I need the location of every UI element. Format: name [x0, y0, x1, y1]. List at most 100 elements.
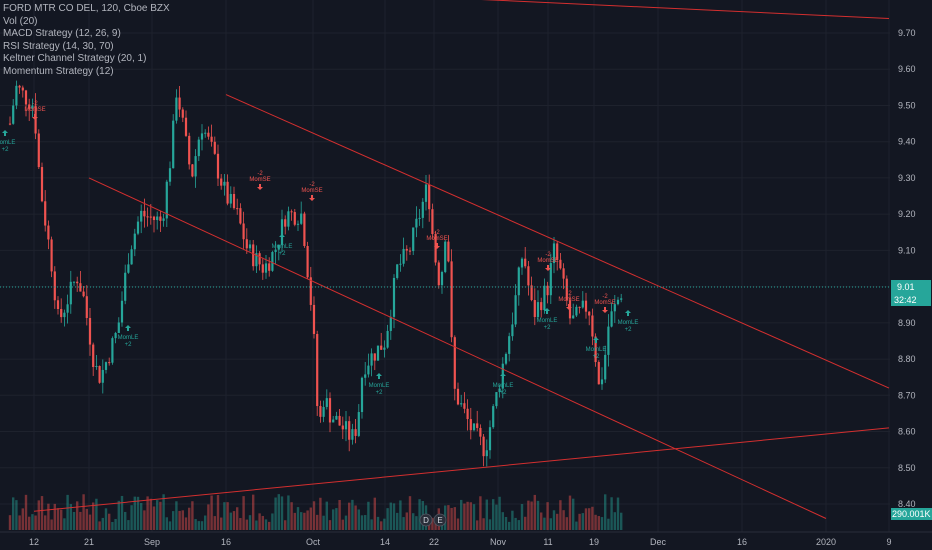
- price-tick-label: 9.40: [898, 137, 916, 147]
- volume-bar: [185, 517, 187, 530]
- candle-body: [156, 217, 158, 221]
- volume-bar: [374, 498, 376, 530]
- signal-qty: +2: [125, 342, 133, 348]
- candle-body: [22, 88, 24, 91]
- candle-body: [390, 317, 392, 331]
- volume-bar: [9, 515, 11, 530]
- candle-body: [243, 224, 245, 240]
- time-tick-label: 16: [221, 537, 231, 547]
- legend-study-rsi[interactable]: RSI Strategy (14, 30, 70): [3, 41, 170, 54]
- candle-body: [473, 423, 475, 430]
- candle-body: [543, 286, 545, 310]
- volume-bar: [217, 495, 219, 530]
- candle-body: [591, 316, 593, 337]
- volume-bar: [521, 504, 523, 530]
- candle-body: [355, 429, 357, 436]
- event-marker-e[interactable]: E: [434, 514, 446, 526]
- event-marker-d[interactable]: D: [420, 514, 432, 526]
- candle-body: [367, 366, 369, 375]
- volume-bar: [540, 512, 542, 530]
- volume-bar: [361, 515, 363, 530]
- volume-bar: [92, 502, 94, 530]
- time-tick-label: 14: [380, 537, 390, 547]
- volume-bar: [194, 519, 196, 530]
- volume-bar: [607, 519, 609, 530]
- time-axis[interactable]: 12 21 Sep 16 Oct 14 22 Nov 11 19 Dec 16 2020 9: [0, 532, 932, 550]
- volume-bar: [105, 508, 107, 530]
- candle-body: [118, 322, 120, 333]
- candle-body: [508, 336, 510, 354]
- volume-bar: [604, 494, 606, 530]
- candle-body: [358, 412, 360, 436]
- candle-body: [25, 90, 27, 104]
- candle-body: [211, 137, 213, 142]
- volume-bar: [582, 513, 584, 530]
- volume-bar: [495, 505, 497, 530]
- candle-body: [617, 300, 619, 304]
- signal-qty: +2: [544, 325, 552, 331]
- volume-bar: [214, 516, 216, 530]
- volume-bar: [329, 520, 331, 530]
- volume-bar: [562, 510, 564, 530]
- volume-bar: [294, 513, 296, 530]
- candle-body: [335, 416, 337, 420]
- legend-study-keltner[interactable]: Keltner Channel Strategy (20, 1): [3, 53, 170, 66]
- volume-bar: [342, 520, 344, 530]
- volume-bar: [18, 515, 20, 530]
- candle-body: [150, 217, 152, 218]
- candle-body: [67, 304, 69, 312]
- volume-bar: [191, 501, 193, 530]
- candle-body: [406, 249, 408, 251]
- signal-label: MomSE: [24, 107, 45, 113]
- volume-bar: [610, 497, 612, 530]
- candle-body: [607, 327, 609, 355]
- volume-bar: [370, 519, 372, 530]
- volume-bar: [284, 520, 286, 530]
- price-axis[interactable]: 9.709.609.509.409.309.209.109.008.908.80…: [890, 0, 932, 532]
- price-tick-label: 8.60: [898, 427, 916, 437]
- legend-study-macd[interactable]: MACD Strategy (12, 26, 9): [3, 28, 170, 41]
- last-price-text: 9.01: [897, 282, 915, 292]
- candle-body: [323, 407, 325, 417]
- candle-body: [451, 261, 453, 337]
- volume-bar: [319, 498, 321, 530]
- candle-body: [159, 217, 161, 221]
- candle-body: [518, 268, 520, 296]
- volume-bar: [137, 497, 139, 530]
- legend-symbol-line[interactable]: FORD MTR CO DEL, 120, Cboe BZX: [3, 3, 170, 16]
- candle-body: [140, 211, 142, 222]
- volume-bar: [530, 502, 532, 530]
- candle-body: [438, 262, 440, 285]
- countdown-text: 32:42: [894, 295, 917, 305]
- signal-qty: +2: [279, 251, 287, 257]
- legend-study-momentum[interactable]: Momentum Strategy (12): [3, 66, 170, 79]
- candle-body: [457, 389, 459, 405]
- volume-bar: [223, 502, 225, 530]
- volume-bar: [150, 499, 152, 530]
- volume-bar: [22, 508, 24, 530]
- volume-bar: [230, 513, 232, 530]
- volume-bar: [178, 511, 180, 530]
- candle-body: [579, 307, 581, 308]
- candle-body: [329, 398, 331, 422]
- time-tick-label: 16: [737, 537, 747, 547]
- candle-body: [191, 164, 193, 176]
- candle-body: [275, 250, 277, 252]
- legend-study-volume[interactable]: Vol (20): [3, 16, 170, 29]
- candle-body: [220, 179, 222, 186]
- volume-bar: [114, 519, 116, 530]
- candle-body: [188, 136, 190, 164]
- volume-bar: [201, 521, 203, 530]
- signal-label: MomLE: [493, 383, 514, 389]
- volume-bar: [514, 518, 516, 530]
- volume-bar: [108, 514, 110, 530]
- signal-label: MomLE: [272, 244, 293, 250]
- volume-bar: [348, 503, 350, 530]
- candle-body: [383, 348, 385, 350]
- volume-bar: [470, 502, 472, 530]
- volume-bar: [598, 516, 600, 530]
- volume-bar: [300, 512, 302, 530]
- volume-bar: [406, 512, 408, 530]
- candle-body: [527, 266, 529, 285]
